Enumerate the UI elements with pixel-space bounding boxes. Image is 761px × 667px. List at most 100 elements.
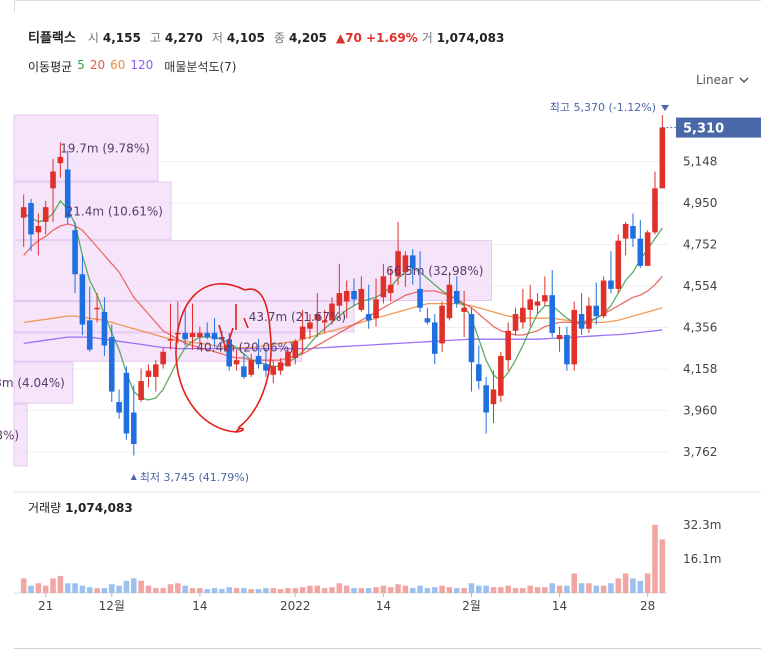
candle xyxy=(204,322,210,340)
x-tick-label: 21 xyxy=(38,599,53,613)
candle-body xyxy=(512,314,519,331)
y-tick-label: 5,148 xyxy=(683,155,717,169)
candle xyxy=(468,307,475,392)
candle-body xyxy=(615,240,622,289)
ma5-toggle[interactable]: 5 xyxy=(77,58,85,72)
volume-bar xyxy=(130,578,137,593)
candle xyxy=(64,150,71,224)
ma60-toggle[interactable]: 60 xyxy=(110,58,126,72)
candle-body xyxy=(336,293,343,306)
candle-body xyxy=(160,351,166,365)
moving-average-label[interactable]: 이동평균 xyxy=(28,60,73,74)
volume-bar xyxy=(86,587,93,593)
volume-bar xyxy=(387,587,394,593)
candle xyxy=(387,267,394,302)
candle-body xyxy=(211,332,218,340)
candle-body xyxy=(476,364,482,382)
candle-body xyxy=(556,335,563,340)
candle xyxy=(395,221,401,285)
candle xyxy=(373,278,379,327)
candle-body xyxy=(197,332,203,338)
candle-body xyxy=(571,309,578,365)
volume-bar xyxy=(608,583,614,593)
candle-body xyxy=(505,330,511,361)
volume-profile-label: 40.4m (20.06%) xyxy=(196,341,293,355)
volume-bar xyxy=(270,588,277,593)
candle xyxy=(145,364,152,388)
volume-bar xyxy=(167,584,174,593)
candle xyxy=(586,297,592,333)
volume-bar xyxy=(637,580,644,593)
volume-bar xyxy=(307,585,313,593)
y-tick-label: 3,762 xyxy=(683,445,717,459)
left-border xyxy=(14,0,15,12)
volume-bar xyxy=(453,588,460,593)
candle xyxy=(527,284,533,327)
candle-body xyxy=(490,389,497,405)
high-label: 고 xyxy=(149,31,161,45)
volume-bar xyxy=(373,587,379,593)
candle xyxy=(57,142,64,178)
high-marker-label: 최고 5,370 (-1.12%) xyxy=(550,101,656,114)
volume-panel-value: 1,074,083 xyxy=(65,501,133,515)
volume-bar xyxy=(329,587,335,593)
candle-body xyxy=(314,314,321,321)
volume-bar xyxy=(153,588,159,593)
volume-panel-label: 거래량 xyxy=(28,501,62,515)
candle xyxy=(189,303,196,350)
volume-profile-label: 1.77m (0.88%) xyxy=(0,429,19,443)
volume-bar xyxy=(204,589,210,593)
current-price-tag xyxy=(676,117,761,138)
scale-select[interactable]: Linear xyxy=(696,73,749,87)
candle-body xyxy=(329,303,335,321)
volume-bar xyxy=(64,583,71,593)
volume-panel-title: 거래량 1,074,083 xyxy=(28,499,133,516)
candle-body xyxy=(189,332,196,338)
volume-profile-toggle[interactable]: 매물분석도(7) xyxy=(164,60,237,74)
candle-body xyxy=(270,366,277,375)
volume-bar xyxy=(116,585,122,593)
low-marker-label: 최저 3,745 (41.79%) xyxy=(140,471,249,484)
volume-bar xyxy=(145,585,152,593)
volume-bar xyxy=(380,585,387,593)
candle-body xyxy=(380,276,387,298)
x-tick-label: 14 xyxy=(376,599,391,613)
volume-bar xyxy=(321,588,328,593)
low-label: 저 xyxy=(211,31,223,45)
chevron-down-icon xyxy=(739,77,749,83)
ma120-line xyxy=(23,329,663,350)
candle xyxy=(79,255,86,335)
scale-label: Linear xyxy=(696,73,734,87)
volume-tick-label: 16.1m xyxy=(683,552,721,566)
volume-bar xyxy=(277,589,284,593)
candle xyxy=(20,194,27,247)
volume-tick-label: 32.3m xyxy=(683,518,721,532)
candle-body xyxy=(468,314,475,363)
volume-bar xyxy=(20,578,27,593)
ma120-toggle[interactable]: 120 xyxy=(130,58,154,72)
volume-bar xyxy=(402,585,409,593)
hand-drawn-mark xyxy=(235,304,249,330)
candle xyxy=(123,366,130,440)
candle-body xyxy=(292,341,299,359)
volume-bar xyxy=(490,587,497,593)
candle xyxy=(659,115,666,189)
candle-body xyxy=(285,351,291,367)
candle-body xyxy=(116,402,122,413)
y-tick-label: 4,950 xyxy=(683,196,717,210)
candle xyxy=(86,286,93,352)
candle-body xyxy=(542,295,548,302)
candle-body xyxy=(248,360,255,375)
candle xyxy=(292,339,299,365)
volume-bar xyxy=(564,585,570,593)
candle-body xyxy=(153,364,159,377)
ma20-toggle[interactable]: 20 xyxy=(89,58,106,72)
candle xyxy=(402,251,409,287)
candle xyxy=(28,198,34,252)
candle xyxy=(94,293,100,323)
candle-body xyxy=(130,412,137,444)
volume-bar xyxy=(395,584,401,593)
volume-bar xyxy=(336,583,343,593)
volume-bar xyxy=(644,573,651,593)
